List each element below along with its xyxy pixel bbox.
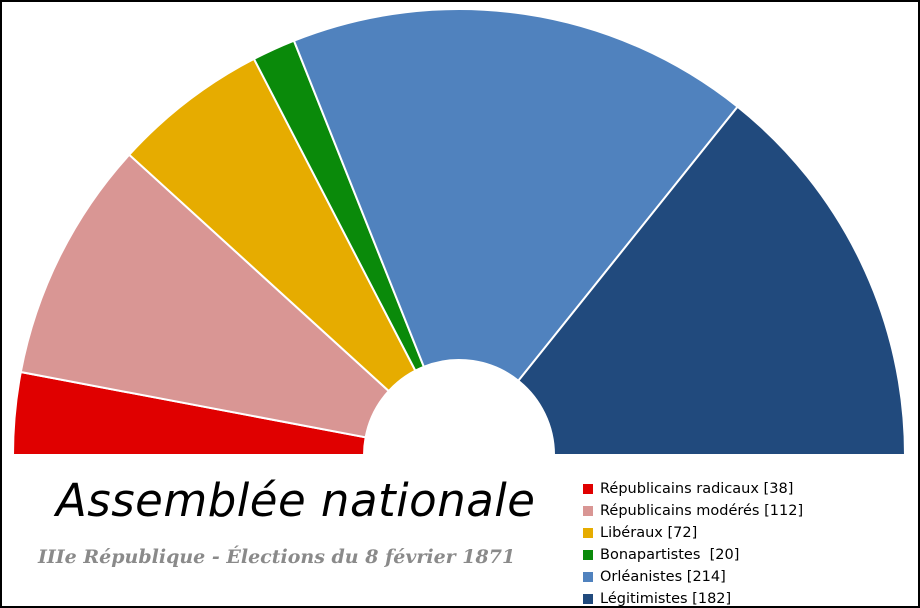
legend-value: 20 [715,547,734,563]
legend-value: 38 [769,481,788,497]
legend-label: Légitimistes [600,591,688,607]
slice-legitimistes [516,105,907,456]
chart-subtitle: IIIe République - Élections du 8 février… [38,546,516,568]
legend-value: 72 [673,525,692,541]
legend-label: Orléanistes [600,569,683,585]
chart-legend: Républicains radicaux [38] Républicains … [583,478,803,607]
legend-swatch [583,506,593,516]
legend-item: Orléanistes [214] [583,566,803,588]
slices-group [11,8,907,456]
legend-value: 112 [769,503,798,519]
legend-label: Républicains radicaux [600,481,759,497]
legend-swatch [583,550,593,560]
legend-swatch [583,594,593,604]
legend-value: 214 [692,569,721,585]
slice-republicains-moderes [19,153,391,439]
legend-value: 182 [697,591,726,607]
legend-swatch [583,528,593,538]
slice-orleanistes [292,8,739,383]
legend-item: Bonapartistes [20] [583,544,803,566]
legend-item: Légitimistes [182] [583,588,803,607]
legend-item: Républicains modérés [112] [583,500,803,522]
legend-label: Bonapartistes [600,547,701,563]
legend-swatch [583,484,593,494]
legend-label: Libéraux [600,525,663,541]
chart-title: Assemblée nationale [56,474,536,527]
legend-label: Républicains modérés [600,503,760,519]
legend-item: Républicains radicaux [38] [583,478,803,500]
legend-item: Libéraux [72] [583,522,803,544]
legend-swatch [583,572,593,582]
